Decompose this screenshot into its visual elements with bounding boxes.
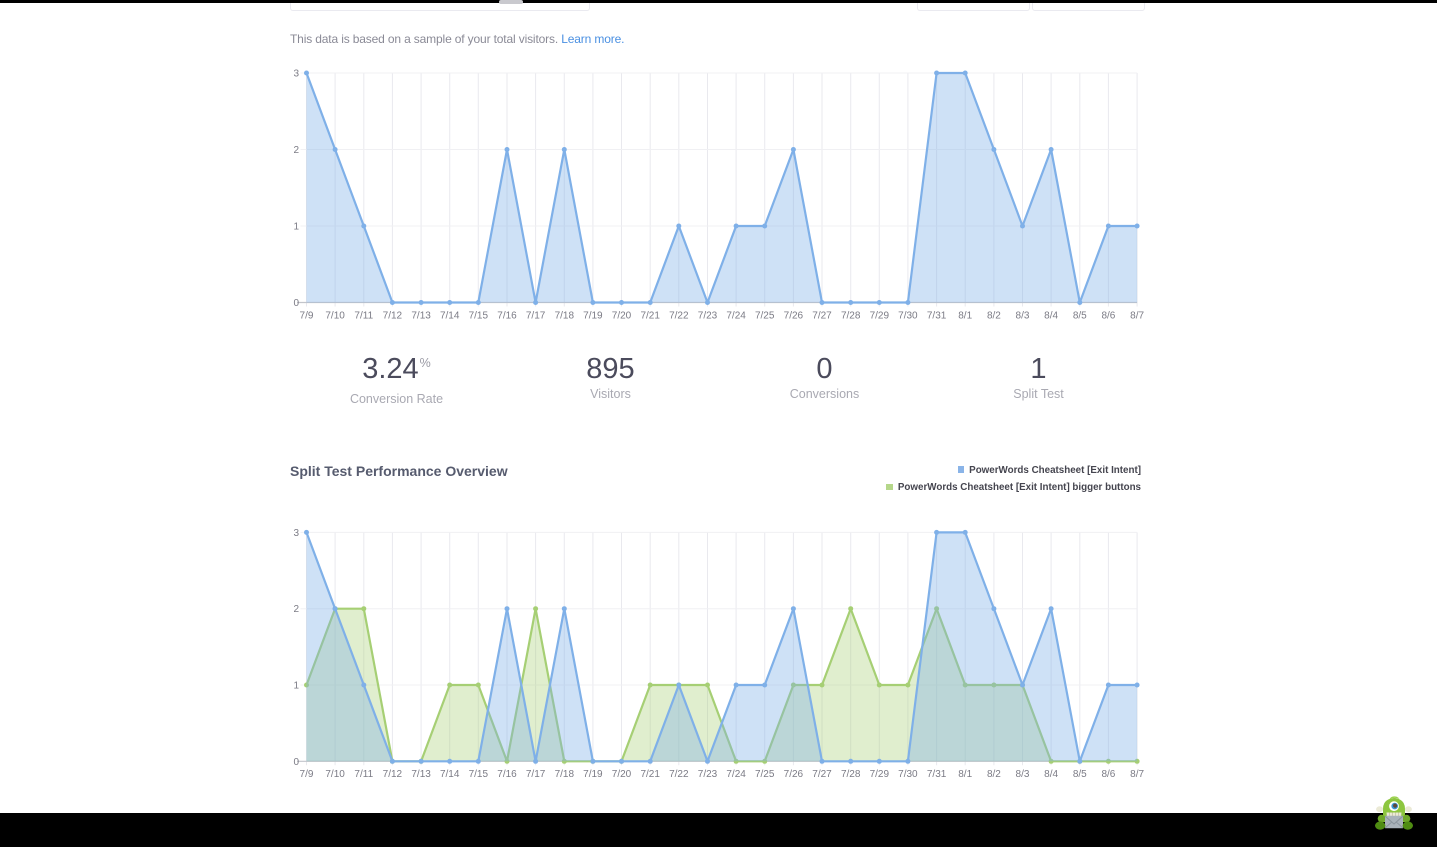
svg-text:0: 0: [293, 757, 299, 768]
svg-text:7/25: 7/25: [755, 311, 775, 322]
svg-text:1: 1: [293, 681, 299, 692]
svg-text:2: 2: [293, 145, 299, 156]
svg-text:7/20: 7/20: [612, 311, 632, 322]
svg-text:7/12: 7/12: [383, 769, 403, 780]
svg-text:8/7: 8/7: [1130, 311, 1144, 322]
svg-text:7/19: 7/19: [583, 769, 603, 780]
svg-text:7/22: 7/22: [669, 311, 689, 322]
svg-text:7/24: 7/24: [726, 769, 746, 780]
svg-text:7/10: 7/10: [325, 311, 345, 322]
svg-text:1: 1: [293, 222, 299, 233]
svg-text:8/3: 8/3: [1016, 311, 1030, 322]
svg-text:7/25: 7/25: [755, 769, 775, 780]
svg-text:7/26: 7/26: [784, 769, 804, 780]
svg-text:7/30: 7/30: [898, 311, 918, 322]
svg-text:7/14: 7/14: [440, 311, 460, 322]
svg-text:7/30: 7/30: [898, 769, 918, 780]
svg-text:7/28: 7/28: [841, 311, 861, 322]
svg-text:7/24: 7/24: [726, 311, 746, 322]
svg-text:7/27: 7/27: [812, 311, 832, 322]
svg-text:3: 3: [293, 69, 299, 80]
svg-text:7/9: 7/9: [300, 769, 314, 780]
svg-text:7/13: 7/13: [411, 311, 431, 322]
svg-text:7/12: 7/12: [383, 311, 403, 322]
svg-text:7/29: 7/29: [870, 311, 890, 322]
svg-text:8/7: 8/7: [1130, 769, 1144, 780]
svg-text:7/18: 7/18: [555, 311, 575, 322]
svg-text:7/21: 7/21: [640, 769, 660, 780]
svg-text:7/19: 7/19: [583, 311, 603, 322]
svg-text:8/4: 8/4: [1044, 769, 1058, 780]
svg-text:7/16: 7/16: [497, 769, 517, 780]
svg-text:3: 3: [293, 528, 299, 539]
svg-text:2: 2: [293, 604, 299, 615]
svg-text:7/14: 7/14: [440, 769, 460, 780]
svg-text:8/6: 8/6: [1101, 769, 1115, 780]
svg-text:7/23: 7/23: [698, 769, 718, 780]
svg-text:7/20: 7/20: [612, 769, 632, 780]
svg-text:7/18: 7/18: [555, 769, 575, 780]
svg-text:7/23: 7/23: [698, 311, 718, 322]
svg-text:7/11: 7/11: [354, 769, 373, 780]
svg-text:8/2: 8/2: [987, 769, 1001, 780]
svg-text:8/1: 8/1: [958, 769, 972, 780]
svg-text:8/4: 8/4: [1044, 311, 1058, 322]
svg-text:0: 0: [293, 298, 299, 309]
svg-text:7/21: 7/21: [640, 311, 660, 322]
svg-text:7/16: 7/16: [497, 311, 517, 322]
svg-text:7/31: 7/31: [927, 769, 947, 780]
svg-text:8/1: 8/1: [958, 311, 972, 322]
svg-text:7/26: 7/26: [784, 311, 804, 322]
svg-text:8/5: 8/5: [1073, 769, 1087, 780]
svg-text:7/10: 7/10: [325, 769, 345, 780]
svg-text:8/5: 8/5: [1073, 311, 1087, 322]
svg-text:7/31: 7/31: [927, 311, 947, 322]
svg-text:7/13: 7/13: [411, 769, 431, 780]
svg-text:7/15: 7/15: [469, 311, 489, 322]
svg-text:8/6: 8/6: [1101, 311, 1115, 322]
svg-text:7/29: 7/29: [870, 769, 890, 780]
svg-text:7/11: 7/11: [354, 311, 373, 322]
svg-text:7/9: 7/9: [300, 311, 314, 322]
svg-text:7/15: 7/15: [469, 769, 489, 780]
svg-text:8/2: 8/2: [987, 311, 1001, 322]
svg-text:7/22: 7/22: [669, 769, 689, 780]
svg-text:7/28: 7/28: [841, 769, 861, 780]
svg-text:7/17: 7/17: [526, 311, 546, 322]
svg-text:8/3: 8/3: [1016, 769, 1030, 780]
svg-text:7/17: 7/17: [526, 769, 546, 780]
svg-text:7/27: 7/27: [812, 769, 832, 780]
